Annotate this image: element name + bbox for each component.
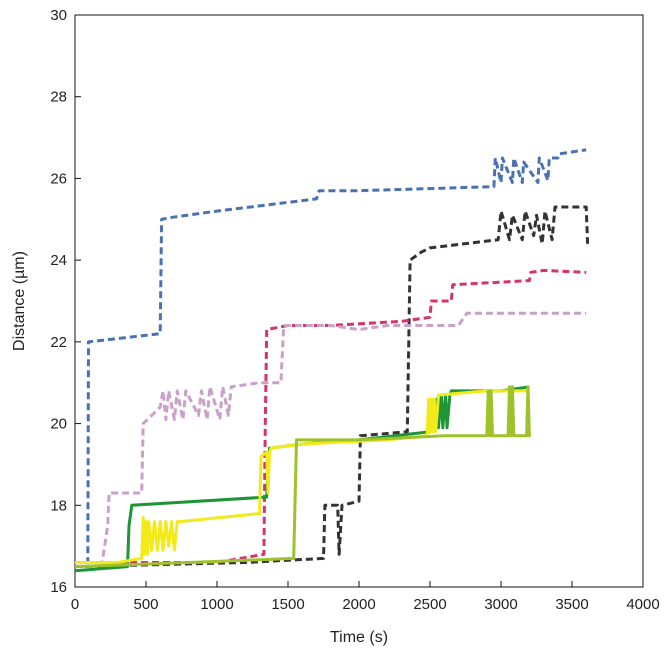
x-tick-label: 0: [71, 596, 79, 613]
x-tick-label: 2000: [342, 596, 375, 613]
y-tick-label: 26: [50, 170, 67, 187]
series-line-4: [75, 311, 587, 564]
x-tick-label: 1500: [271, 596, 304, 613]
x-tick-label: 3000: [484, 596, 517, 613]
x-tick-label: 4000: [626, 596, 659, 613]
y-tick-label: 28: [50, 89, 67, 106]
x-tick-label: 500: [133, 596, 158, 613]
x-tick-label: 1000: [200, 596, 233, 613]
series-line-7: [74, 385, 531, 569]
series-line-2: [74, 205, 590, 569]
x-axis-ticks: 0 500 1000 1500 2000 2500 3000 3500 4000: [71, 581, 660, 613]
series-lines: [74, 148, 590, 573]
series-line-6: [75, 389, 530, 564]
series-line-1: [75, 148, 587, 564]
series-line-3: [75, 268, 587, 564]
y-tick-label: 18: [50, 497, 67, 514]
y-tick-label: 24: [50, 252, 67, 269]
x-axis-label: Time (s): [330, 629, 388, 646]
y-axis-ticks: 16 18 20 22 24 26 28 30: [50, 7, 81, 596]
y-tick-label: 16: [50, 579, 67, 596]
y-axis-label: Distance (µm): [11, 251, 28, 351]
x-tick-label: 3500: [555, 596, 588, 613]
y-tick-label: 20: [50, 416, 67, 433]
y-tick-label: 30: [50, 7, 67, 24]
y-tick-label: 22: [50, 334, 67, 351]
x-tick-label: 2500: [413, 596, 446, 613]
